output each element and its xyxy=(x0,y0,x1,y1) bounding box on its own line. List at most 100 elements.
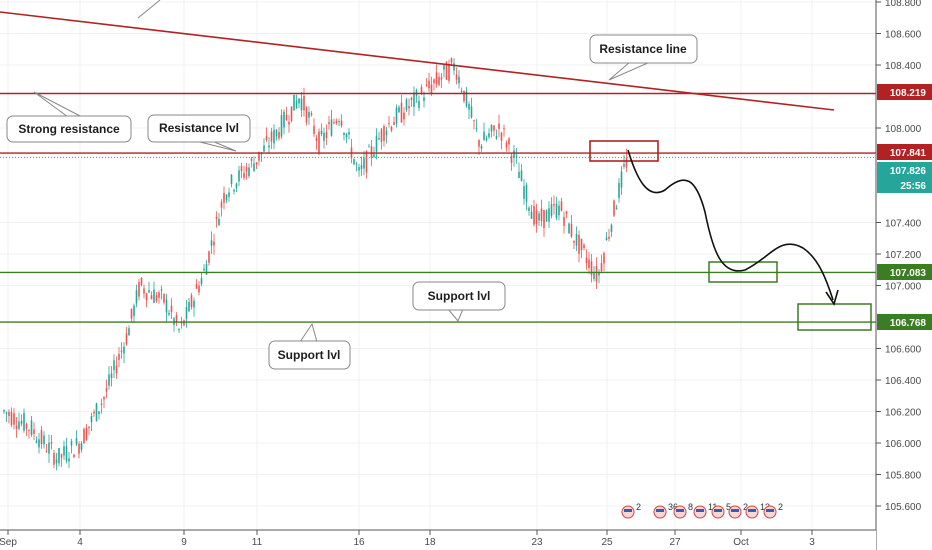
candle-body xyxy=(105,388,108,392)
price-label-sup-low: 106.768 xyxy=(877,314,932,330)
flag-stripe xyxy=(731,509,739,512)
candle-body xyxy=(160,289,163,291)
price-label-bg xyxy=(877,84,932,100)
candle-body xyxy=(363,157,365,169)
candle-body xyxy=(623,163,625,167)
candle-body xyxy=(550,204,553,216)
event-marker[interactable]: 2 xyxy=(728,502,748,519)
candle-body xyxy=(430,84,433,94)
candle-body xyxy=(23,412,25,431)
candle-body xyxy=(540,208,543,222)
candle-body xyxy=(535,210,538,225)
candle-body xyxy=(498,123,500,129)
event-count: 2 xyxy=(636,502,641,512)
candle-body xyxy=(325,132,328,139)
candle-body xyxy=(205,264,208,275)
candle-body xyxy=(315,137,318,142)
candle-body xyxy=(580,238,583,251)
candle-body xyxy=(118,354,120,360)
candle-body xyxy=(593,273,595,279)
x-tick-label: Oct xyxy=(733,537,749,548)
x-tick-label: 9 xyxy=(181,537,187,548)
candle-body xyxy=(368,146,370,148)
candle-body xyxy=(263,145,265,152)
callout-text: Strong resistance xyxy=(18,122,120,136)
candle-body xyxy=(565,211,568,214)
candle-body xyxy=(445,62,448,80)
time-axis-panel[interactable] xyxy=(0,530,876,550)
candle-body xyxy=(110,373,113,378)
callout-pointer-resistance-line xyxy=(608,61,651,81)
event-marker[interactable]: 11 xyxy=(693,502,717,519)
candle-body xyxy=(175,315,178,323)
candle-body xyxy=(608,236,610,239)
candle-body xyxy=(503,128,505,130)
candle-body xyxy=(20,420,23,424)
candle-body xyxy=(208,251,210,263)
candle-body xyxy=(515,155,518,157)
event-marker[interactable]: 36 xyxy=(653,502,678,519)
candle-body xyxy=(340,120,343,126)
candle-body xyxy=(335,120,338,124)
event-count: 2 xyxy=(743,502,748,512)
resistance-trendline[interactable] xyxy=(0,11,835,111)
candle-body xyxy=(268,145,270,148)
candle-body xyxy=(453,63,455,71)
candle-body xyxy=(70,440,73,446)
candle-body xyxy=(603,253,605,264)
event-count: 13 xyxy=(760,502,770,512)
candle-body xyxy=(63,446,65,456)
event-marker[interactable]: 8 xyxy=(673,502,693,519)
candle-body xyxy=(218,218,220,226)
candle-body xyxy=(358,167,360,171)
y-tick-label: 108.800 xyxy=(885,0,922,9)
callout-strong-resistance[interactable]: Strong resistance xyxy=(6,115,132,143)
candle-body xyxy=(288,121,290,125)
resistance-zone-box[interactable] xyxy=(589,140,659,162)
candle-body xyxy=(613,200,615,216)
candle-body xyxy=(493,125,495,131)
economic-event-markers[interactable]: 2 36 8 11 5 2 13 2 xyxy=(621,502,783,519)
candle-body xyxy=(285,114,288,121)
candle-body xyxy=(555,203,558,219)
candle-body xyxy=(463,90,465,102)
event-marker[interactable]: 13 xyxy=(745,502,770,519)
x-tick-label: 27 xyxy=(669,537,681,548)
price-label-last: 107.826 xyxy=(877,162,932,178)
candle-body xyxy=(370,146,373,158)
candle-body xyxy=(383,126,385,141)
price-label-bg xyxy=(877,162,932,178)
event-marker[interactable]: 2 xyxy=(621,502,641,519)
candle-body xyxy=(140,277,143,285)
y-tick-label: 105.600 xyxy=(885,502,922,513)
candle-body xyxy=(398,107,400,112)
candle-body xyxy=(450,58,453,63)
callout-support-lvl-upper[interactable]: Support lvl xyxy=(412,281,506,311)
event-marker[interactable]: 2 xyxy=(763,502,783,519)
flag-stripe xyxy=(714,509,722,512)
candle-body xyxy=(510,155,513,163)
event-marker[interactable]: 5 xyxy=(711,502,731,519)
candle-body xyxy=(323,132,325,141)
candle-body xyxy=(108,374,110,386)
candle-body xyxy=(75,438,78,445)
flag-stripe xyxy=(624,509,632,512)
support-zone-box[interactable] xyxy=(708,261,778,283)
callout-text: Resistance line xyxy=(599,42,687,56)
price-label-res-high: 108.219 xyxy=(877,84,932,100)
candle-body xyxy=(575,234,578,246)
target-zone-box[interactable] xyxy=(797,303,872,331)
callout-resistance-line[interactable]: Resistance line xyxy=(589,34,698,64)
y-tick-label: 106.400 xyxy=(885,376,922,387)
candle-body xyxy=(343,132,345,135)
candle-body xyxy=(360,165,363,170)
candle-body xyxy=(55,459,58,464)
candle-body xyxy=(400,102,403,123)
price-label-timer: 25:56 xyxy=(877,177,932,193)
candle-body xyxy=(518,171,520,179)
candle-body xyxy=(563,216,565,226)
callout-resistance-lvl[interactable]: Resistance lvl xyxy=(147,114,251,143)
callout-support-lvl-lower[interactable]: Support lvl xyxy=(268,340,351,370)
candle-body xyxy=(143,288,145,294)
